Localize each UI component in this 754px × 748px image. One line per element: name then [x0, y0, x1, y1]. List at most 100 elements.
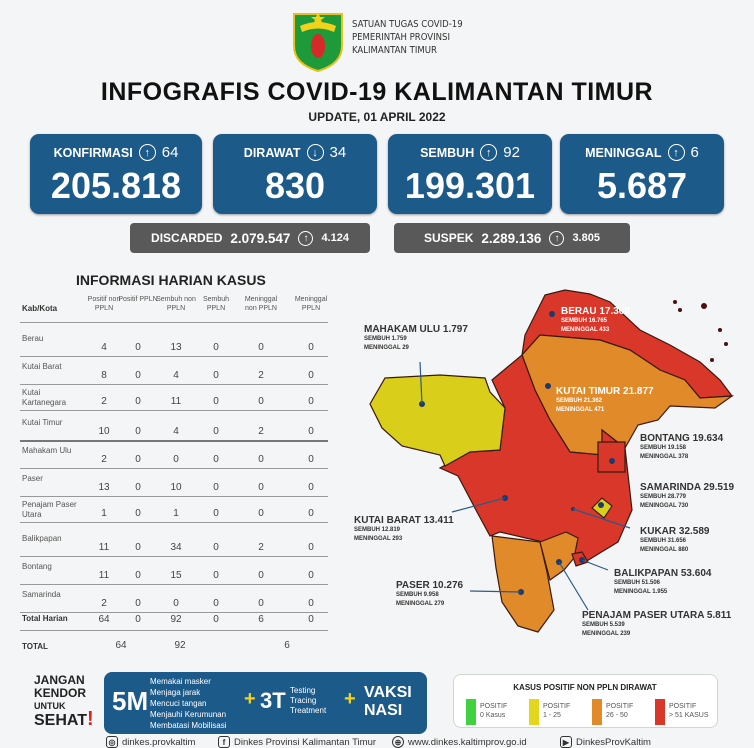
- 3t-item: Testing: [290, 686, 316, 695]
- vaksinasi-label: NASI: [364, 702, 403, 719]
- footer-youtube[interactable]: ▶ DinkesProvKaltim: [560, 736, 651, 748]
- stat-card-konfirmasi: KONFIRMASI ↑ 64 205.818: [30, 134, 202, 214]
- table-cell: 0: [213, 454, 219, 465]
- table-cell: 0: [258, 508, 264, 519]
- page-title: INFOGRAFIS COVID-19 KALIMANTAN TIMUR: [100, 78, 654, 106]
- arrow-up-icon: ↑: [667, 144, 685, 161]
- table-row-name: Total Harian: [22, 614, 68, 623]
- total-sembuh: 92: [174, 640, 186, 651]
- table-cell: 11: [98, 570, 110, 581]
- map-label-mahakam-ulu: MAHAKAM ULU 1.797 SEMBUH 1.759 MENINGGAL 2…: [364, 324, 468, 352]
- kaltim-map: [340, 280, 754, 640]
- plus-sign: +: [244, 688, 256, 710]
- stat-label: KONFIRMASI: [53, 145, 133, 160]
- org-line: PEMERINTAH PROVINSI: [352, 32, 450, 43]
- divider: [20, 410, 328, 411]
- region-title: BERAU 17.300: [561, 306, 630, 317]
- kaltim-emblem-logo: [293, 12, 343, 72]
- table-cell: 0: [258, 454, 264, 465]
- table-cell: 2: [258, 542, 264, 553]
- facebook-page: Dinkes Provinsi Kalimantan Timur: [234, 736, 377, 748]
- region-sembuh: SEMBUH 12.819: [354, 527, 401, 533]
- region-meninggal: MENINGGAL 239: [582, 630, 631, 637]
- region-meninggal: MENINGGAL 279: [396, 600, 445, 607]
- map-label-paser: PASER 10.276 SEMBUH 9.958 MENINGGAL 279: [396, 580, 463, 608]
- region-meninggal: MENINGGAL 293: [354, 535, 403, 542]
- 3t-item: Treatment: [290, 706, 327, 715]
- region-total: 10.276: [432, 580, 464, 591]
- stat-delta: 64: [161, 144, 179, 161]
- footer-website[interactable]: ⊕ www.dinkes.kaltimprov.go.id: [392, 736, 527, 748]
- legend: KASUS POSITIF NON PPLN DIRAWAT POSITIF 0 …: [453, 674, 718, 728]
- region-sembuh: SEMBUH 16.765: [561, 318, 608, 324]
- arrow-down-icon: ↓: [306, 144, 324, 161]
- divider: [20, 612, 328, 613]
- legend-range: 1 - 25: [543, 712, 561, 719]
- table-cell: 0: [213, 396, 219, 407]
- instagram-handle: dinkes.provkaltim: [122, 736, 196, 748]
- legend-label: POSITIF: [669, 703, 697, 710]
- stat-delta: 4.124: [321, 232, 349, 244]
- table-cell: 0: [135, 370, 141, 381]
- arrow-up-icon: ↑: [549, 230, 565, 246]
- table-cell: 0: [258, 598, 264, 609]
- 5m-item: Menjaga jarak: [150, 688, 201, 697]
- divider: [20, 496, 328, 497]
- table-cell: 0: [213, 614, 219, 625]
- table-row-name: Paser: [22, 474, 43, 483]
- legend-range: 26 - 50: [606, 712, 628, 719]
- table-cell: 0: [135, 598, 141, 609]
- table-cell: 2: [101, 454, 107, 465]
- table-cell: 1: [101, 508, 107, 519]
- divider: [20, 322, 328, 323]
- region-name: PASER: [396, 580, 430, 591]
- table-cell: 0: [308, 570, 314, 581]
- total-positif: 64: [115, 640, 127, 651]
- table-cell: 11: [98, 542, 110, 553]
- table-header: Sembuh non PPLN: [156, 296, 196, 312]
- region-total: 29.519: [703, 482, 735, 493]
- youtube-icon: ▶: [560, 736, 572, 748]
- region-sembuh: SEMBUH 51.506: [614, 580, 661, 586]
- stat-value: 205.818: [50, 165, 182, 206]
- region-mahakam-ulu: [369, 374, 506, 467]
- stat-value: 830: [264, 165, 326, 206]
- table-cell: 0: [258, 342, 264, 353]
- region-total: 17.300: [599, 306, 630, 317]
- globe-icon: ⊕: [392, 736, 404, 748]
- region-title: PENAJAM PASER UTARA 5.811: [582, 610, 731, 621]
- table-cell: 0: [258, 570, 264, 581]
- table-cell: 11: [170, 396, 182, 407]
- total-label: TOTAL: [22, 642, 48, 651]
- region-name: SAMARINDA: [640, 482, 701, 493]
- footer-instagram[interactable]: ◎ dinkes.provkaltim: [106, 736, 195, 748]
- stat-card-header: KONFIRMASI ↑ 64: [30, 144, 202, 161]
- 3t-item: Tracing: [290, 696, 317, 705]
- legend-swatch: [529, 699, 539, 725]
- divider: [20, 584, 328, 585]
- legend-label: POSITIF: [480, 703, 508, 710]
- table-header: Meninggal PPLN: [294, 296, 328, 312]
- legend-swatch: [592, 699, 602, 725]
- table-cell: 13: [170, 342, 182, 353]
- table-cell: 10: [170, 482, 182, 493]
- region-sembuh: SEMBUH 31.656: [640, 538, 687, 544]
- stat-label: DISCARDED: [151, 231, 223, 245]
- divider: [20, 440, 328, 442]
- stat-value: 2.079.547: [230, 230, 291, 246]
- total-meninggal: 6: [284, 640, 290, 651]
- region-meninggal: MENINGGAL 29: [364, 344, 409, 351]
- region-total: 13.411: [423, 515, 454, 526]
- region-total: 32.589: [678, 526, 710, 537]
- table-cell: 34: [170, 542, 182, 553]
- table-cell: 0: [213, 570, 219, 581]
- table-cell: 0: [213, 598, 219, 609]
- table-cell: 2: [101, 396, 107, 407]
- slogan-line: SEHAT: [34, 712, 88, 729]
- slogan-line: UNTUK: [34, 701, 66, 711]
- region-name: MAHAKAM ULU: [364, 324, 441, 335]
- divider: [20, 630, 328, 631]
- table-header: Positif non PPLN: [87, 296, 121, 312]
- region-meninggal: MENINGGAL 378: [640, 453, 689, 460]
- footer-facebook[interactable]: f Dinkes Provinsi Kalimantan Timur: [218, 736, 376, 748]
